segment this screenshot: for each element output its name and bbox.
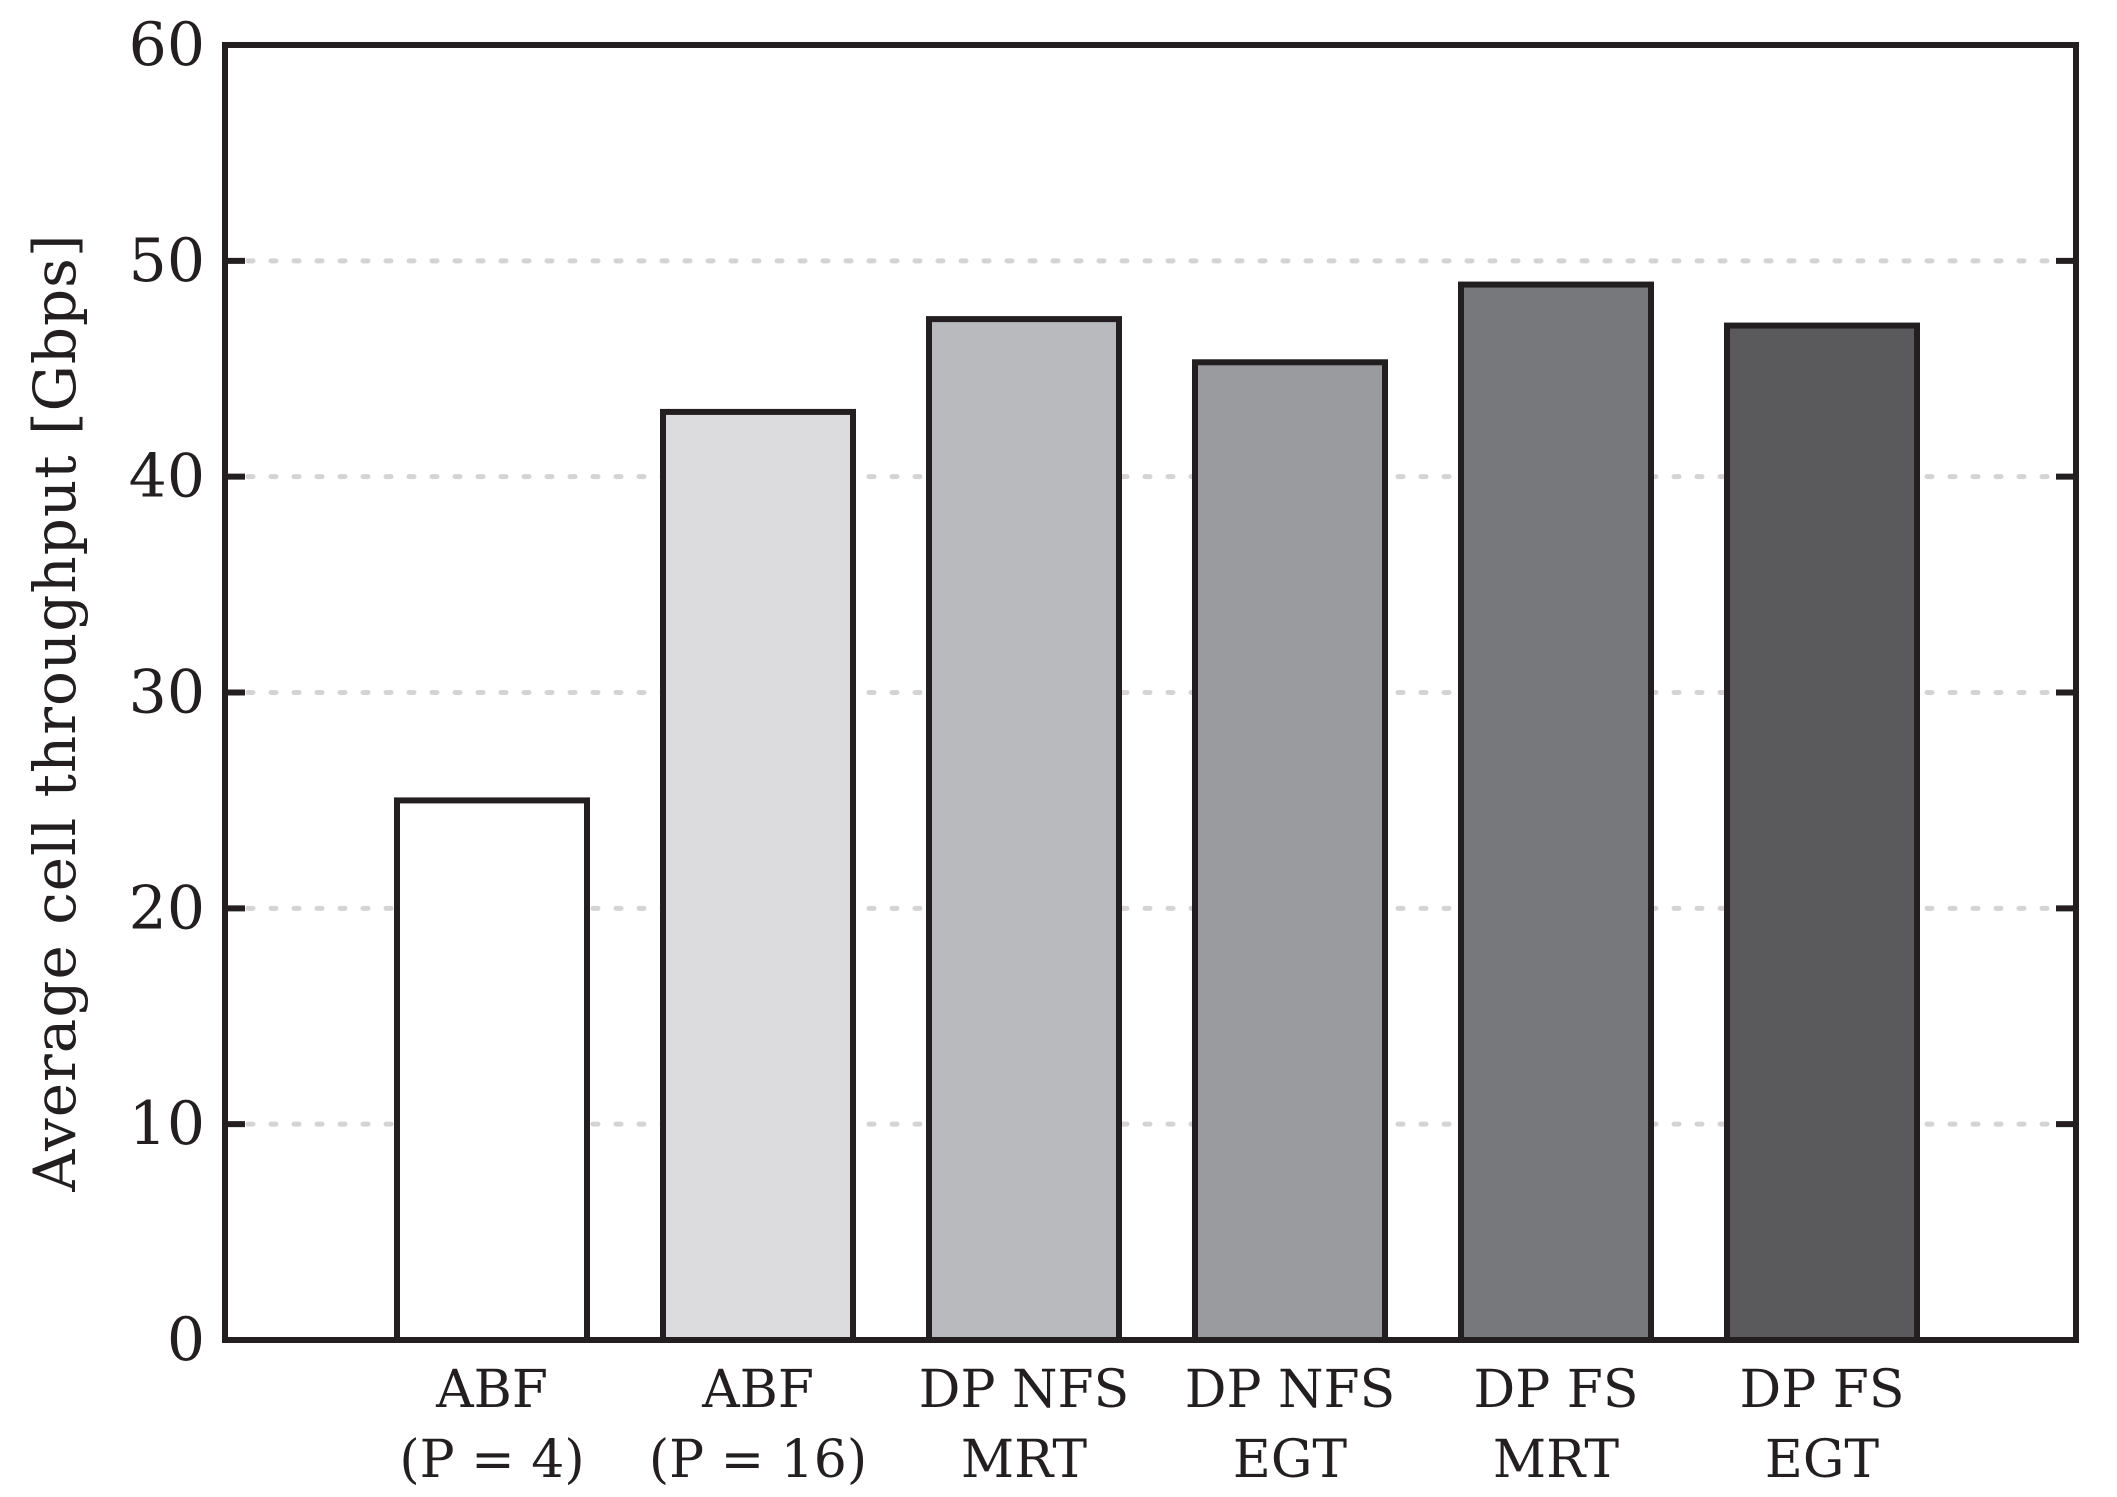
bar	[1458, 281, 1654, 1344]
bar	[394, 797, 590, 1343]
bar	[1724, 322, 1920, 1344]
x-tick-label: MRT	[1493, 1430, 1619, 1490]
x-tick-label: (P = 4)	[399, 1430, 584, 1490]
x-tick-label: DP FS	[1474, 1360, 1639, 1420]
y-ticks: 0 10 20 30 40 50 60	[129, 10, 2076, 1375]
x-tick-labels: ABF (P = 4) ABF (P = 16) DP NFS MRT DP NFS EGT D…	[399, 1360, 1904, 1490]
bar	[1192, 359, 1388, 1343]
x-tick-label: DP NFS	[1185, 1360, 1395, 1420]
y-tick-label: 30	[129, 658, 205, 728]
y-tick-label: 10	[129, 1089, 205, 1159]
y-tick-label: 40	[129, 442, 205, 512]
x-tick-label: ABF	[435, 1360, 548, 1420]
y-tick-label: 60	[129, 10, 205, 80]
bar	[660, 408, 856, 1343]
x-tick-label: ABF	[701, 1360, 814, 1420]
y-tick-label: 20	[129, 873, 205, 943]
y-tick-label: 0	[167, 1305, 205, 1375]
x-tick-label: DP NFS	[919, 1360, 1129, 1420]
y-tick-label: 50	[129, 226, 205, 296]
x-tick-label: DP FS	[1740, 1360, 1905, 1420]
x-tick-label: EGT	[1233, 1430, 1347, 1490]
x-tick-label: (P = 16)	[649, 1430, 867, 1490]
bar	[926, 316, 1122, 1343]
bars	[394, 281, 1920, 1344]
y-axis-title: Average cell throughput [Gbps]	[21, 233, 89, 1192]
x-tick-label: EGT	[1765, 1430, 1879, 1490]
x-tick-label: MRT	[961, 1430, 1087, 1490]
